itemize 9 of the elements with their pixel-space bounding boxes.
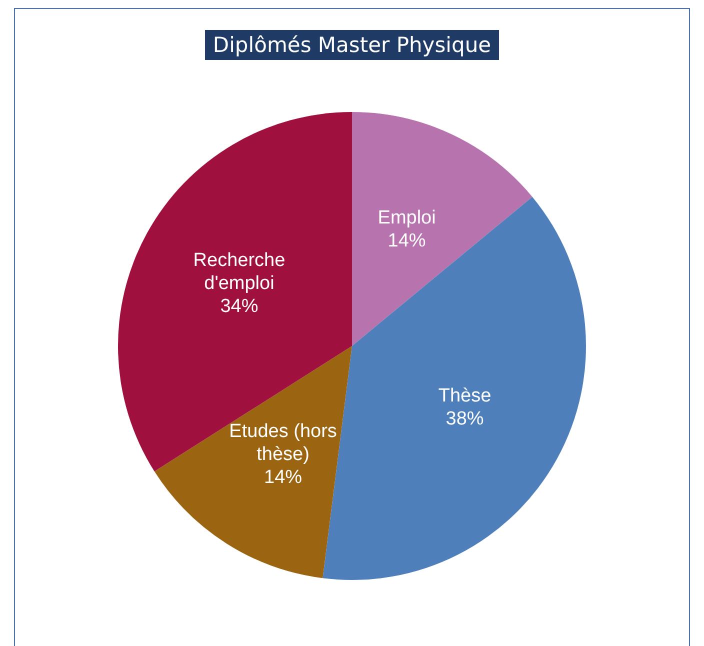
slice-label: Emploi — [378, 207, 436, 228]
slice-label: Recherche d'emploi — [193, 250, 286, 294]
slice-label: Etudes (hors thèse) — [229, 420, 337, 465]
data-label: 38% — [446, 408, 484, 430]
data-label: 14% — [264, 466, 302, 488]
data-label: 14% — [388, 230, 426, 252]
chart-title: Diplômés Master Physique — [204, 30, 500, 60]
data-label: 34% — [220, 296, 258, 318]
slice-label: Thèse — [438, 386, 492, 407]
